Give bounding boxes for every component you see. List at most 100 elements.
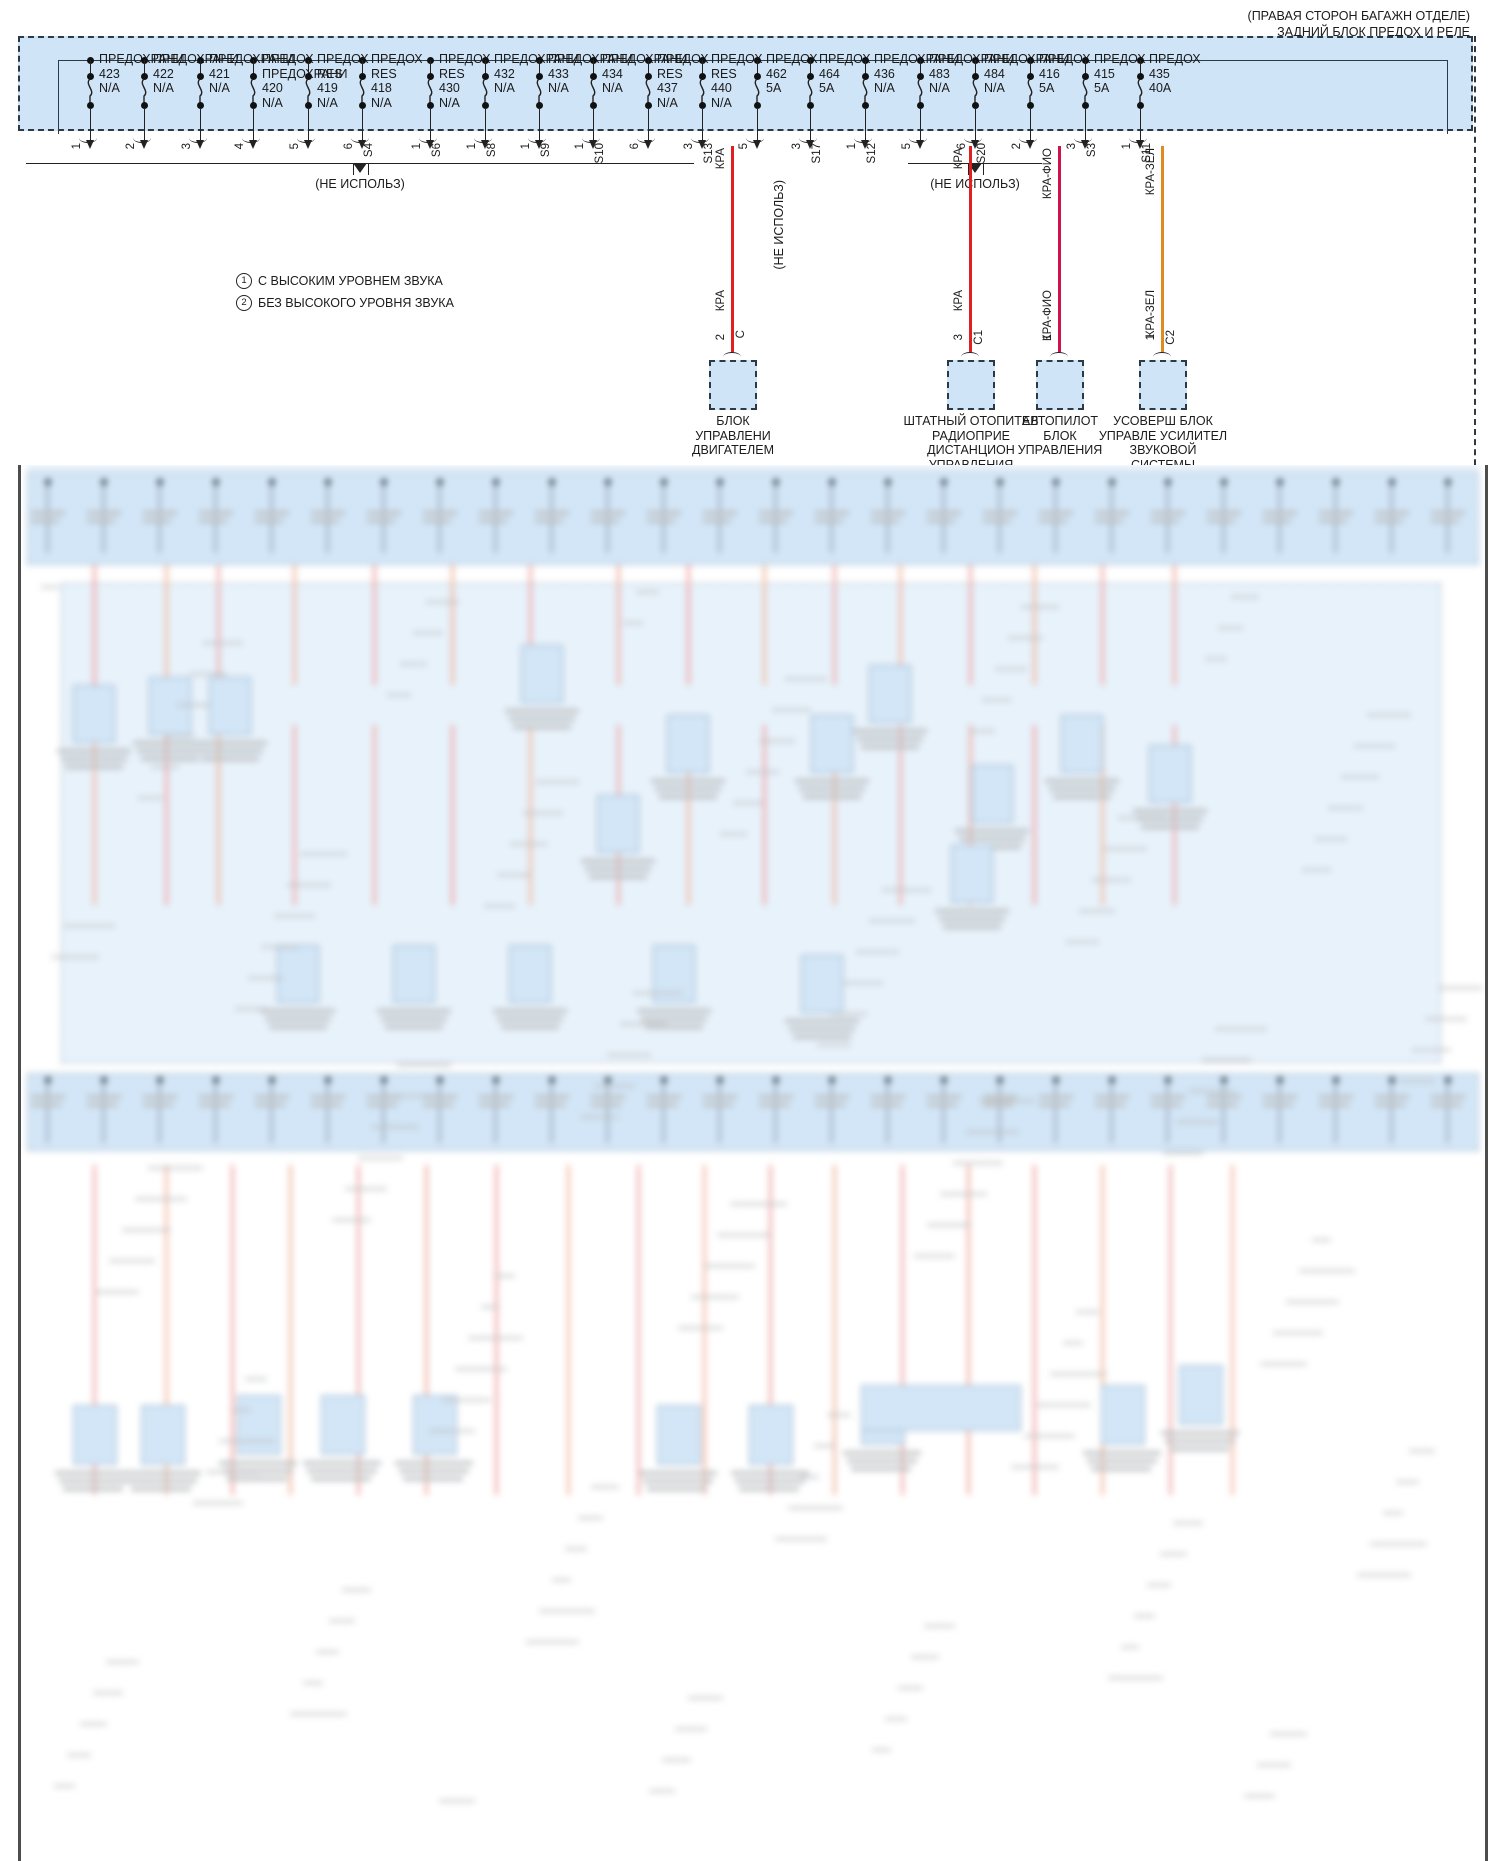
preview-component-label (637, 1009, 711, 1013)
preview-node (269, 1077, 275, 1083)
preview-text-run (591, 1485, 619, 1489)
pin-number: 6 (629, 143, 641, 150)
fuse-terminal-dot (140, 102, 148, 109)
preview-component-box (521, 645, 563, 703)
preview-text-run (1207, 519, 1235, 523)
preview-text-run (979, 1099, 1035, 1103)
preview-component-label (227, 1477, 287, 1481)
fuse-terminal-dot (753, 102, 761, 109)
preview-text-run (31, 1095, 65, 1099)
fuse-terminal-dot (86, 73, 94, 80)
preview-text-run (1375, 1103, 1405, 1107)
fuse-output-arrow-icon (139, 140, 148, 149)
fuse-reserved-flag: RES (711, 66, 737, 81)
connector-cavity: S4 (363, 143, 375, 158)
preview-component-label (1087, 1459, 1157, 1463)
preview-text-run (1257, 1763, 1291, 1767)
preview-text-run (261, 945, 299, 949)
fuse-lead-bottom (757, 108, 758, 146)
fuse-title: ПРЕДОХ (317, 52, 369, 66)
legend-item: 2 БЕЗ ВЫСОКОГО УРОВНЯ ЗВУКА (236, 293, 454, 313)
fuse-lead-top (865, 60, 866, 74)
fuse-element-icon (590, 79, 596, 103)
fuse-terminal-dot (644, 102, 652, 109)
preview-node (549, 479, 555, 485)
preview-text-run (329, 1619, 355, 1623)
fuse-rating: 5A (766, 81, 782, 95)
preview-text-run (675, 1727, 707, 1731)
preview-text-run (914, 1254, 955, 1258)
preview-text-run (843, 981, 883, 985)
preview-node (1333, 1077, 1339, 1083)
fuse-terminal-dot (861, 73, 869, 80)
fuse-lead-bottom (648, 108, 649, 146)
preview-text-run (1270, 1732, 1307, 1736)
preview-text-run (1095, 519, 1123, 523)
preview-wire (763, 565, 766, 685)
preview-text-run (1328, 806, 1363, 810)
preview-text-run (384, 1094, 435, 1098)
preview-wire (833, 565, 836, 685)
preview-text-run (1173, 1521, 1203, 1525)
preview-node (1221, 1077, 1227, 1083)
preview-wire (373, 725, 376, 905)
fuse-terminal-dot (1026, 73, 1034, 80)
fuse-number: 433 (548, 66, 569, 81)
preview-text-run (703, 519, 731, 523)
preview-text-run (93, 1691, 123, 1695)
preview-component-label (731, 1471, 809, 1475)
pin-number: 1 (846, 143, 858, 150)
preview-node (325, 1077, 331, 1083)
preview-wire (969, 725, 972, 905)
preview-component-label (1169, 1447, 1229, 1451)
preview-text-run (647, 1095, 681, 1099)
preview-wire (901, 1165, 904, 1495)
preview-drop-line (47, 1081, 48, 1143)
fuse-terminal-dot (644, 73, 652, 80)
preview-drop-line (327, 1081, 328, 1143)
fuse-element-icon (427, 79, 433, 103)
preview-component-label (1049, 787, 1115, 791)
fuse-lead-top (757, 60, 758, 74)
preview-text-run (164, 734, 195, 738)
preview-component-label (57, 749, 131, 753)
fuse-lead-bottom (1085, 108, 1086, 146)
lower-diagram-preview[interactable] (18, 465, 1488, 1861)
preview-text-run (1039, 1095, 1073, 1099)
fuse-lead-bottom (810, 108, 811, 146)
preview-text-run (248, 976, 283, 980)
preview-wire (1033, 1165, 1036, 1495)
preview-drop-line (1111, 483, 1112, 553)
sheet-caption-line1: (ПРАВАЯ СТОРОН БАГАЖН ОТДЕЛЕ) (1247, 9, 1470, 23)
pin-bracket-icon (582, 133, 600, 143)
preview-wire (1173, 565, 1176, 685)
preview-drop-line (495, 1081, 496, 1143)
preview-text-run (856, 950, 899, 954)
preview-text-run (1207, 1103, 1237, 1107)
connector-cavity: S8 (486, 143, 498, 158)
preview-component-label (739, 1487, 799, 1491)
preview-drop-line (1055, 1081, 1056, 1143)
preview-component-box (749, 1405, 793, 1465)
legend-text: С ВЫСОКИМ УРОВНЕМ ЗВУКА (258, 274, 443, 288)
fuse-reserved-flag: RES (317, 66, 343, 81)
fuse-lead-top (702, 60, 703, 74)
preview-text-run (636, 590, 659, 594)
fuse-terminal-dot (806, 102, 814, 109)
preview-component-label (493, 1009, 567, 1013)
preview-text-run (143, 519, 171, 523)
preview-component-label (795, 779, 869, 783)
preview-text-run (535, 519, 563, 523)
fuse-rating: N/A (153, 81, 174, 95)
preview-text-run (649, 1789, 675, 1793)
preview-component-box (509, 945, 551, 1003)
preview-node (1445, 479, 1451, 485)
fuse-terminal-dot (140, 73, 148, 80)
preview-text-run (1319, 1095, 1353, 1099)
connector-cavity: S12 (866, 143, 878, 164)
component-outline (1139, 360, 1187, 410)
fuse-rating: N/A (439, 95, 460, 110)
preview-component-box (869, 665, 911, 723)
fuse-label: ПРЕДОХ 462 5A (766, 52, 818, 96)
preview-component-label (513, 725, 571, 729)
